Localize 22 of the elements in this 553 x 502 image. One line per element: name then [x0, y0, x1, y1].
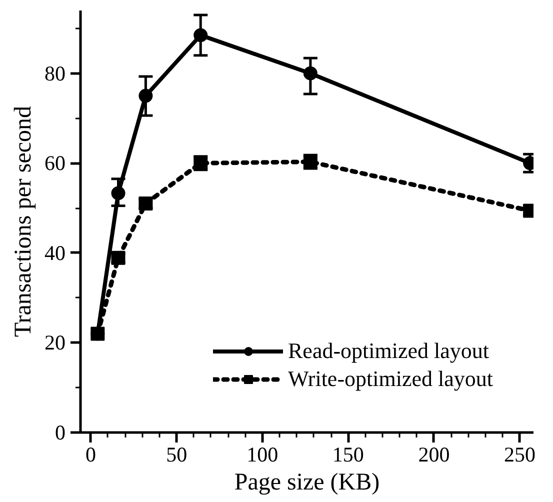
x-tick-label: 150 — [332, 442, 364, 466]
point — [90, 326, 105, 341]
x-axis-title: Page size (KB) — [234, 470, 380, 496]
y-tick-label: 20 — [44, 330, 66, 355]
y-axis-title: Transactions per second — [10, 106, 36, 338]
x-tick-label: 0 — [86, 442, 96, 466]
legend-label: Read-optimized layout — [288, 338, 489, 364]
point — [111, 186, 126, 200]
x-tick-label: 50 — [166, 442, 188, 466]
point — [303, 66, 318, 80]
x-tick-label: 250 — [504, 442, 536, 466]
legend-label: Write-optimized layout — [288, 366, 493, 392]
point — [111, 250, 126, 265]
point — [138, 88, 153, 103]
y-tick-label: 80 — [44, 61, 66, 86]
y-tick-label: 60 — [44, 151, 66, 176]
x-tick-label: 200 — [418, 442, 450, 466]
point — [194, 28, 208, 42]
point — [138, 196, 153, 211]
y-tick-label: 40 — [44, 240, 66, 265]
y-tick-label: 0 — [55, 420, 66, 444]
x-tick-label: 100 — [246, 442, 278, 466]
